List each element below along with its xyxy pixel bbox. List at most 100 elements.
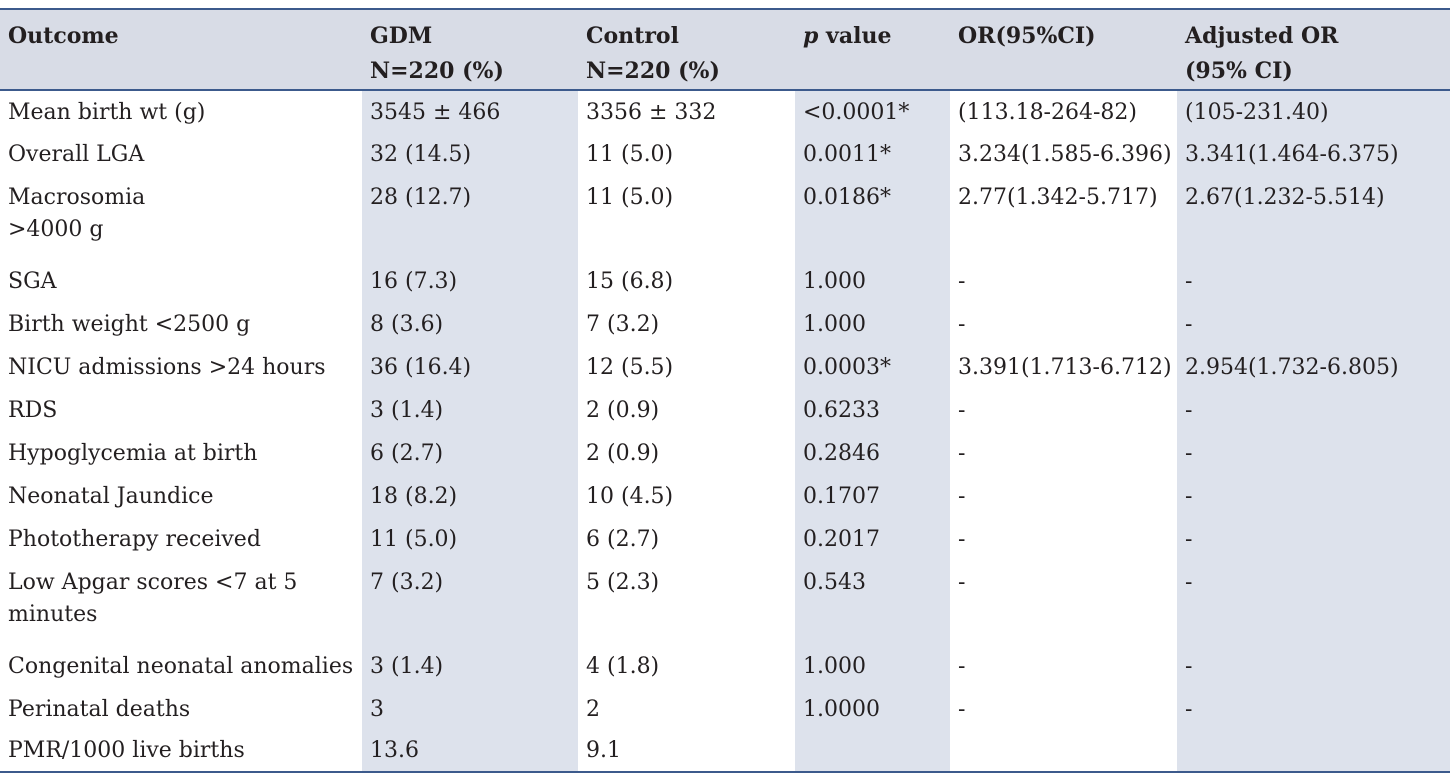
- gdm-cell-text: 36 (16.4): [370, 355, 472, 380]
- outcome-cell-text: SGA: [8, 269, 57, 294]
- or-cell: -: [950, 389, 1177, 432]
- or-cell: -: [950, 561, 1177, 645]
- gdm-cell: 36 (16.4): [362, 346, 578, 389]
- header-control: Control N=220 (%): [578, 9, 795, 91]
- adjusted-or-cell: 3.341(1.464-6.375): [1177, 133, 1450, 176]
- p-value-cell-text: 1.000: [803, 312, 866, 337]
- control-cell: 4 (1.8): [578, 645, 795, 688]
- adjusted-or-cell: -: [1177, 260, 1450, 303]
- control-cell-text: 7 (3.2): [586, 312, 660, 337]
- gdm-cell-text: 32 (14.5): [370, 142, 472, 167]
- outcome-cell: Hypoglycemia at birth: [0, 432, 362, 475]
- p-value-cell: [795, 731, 950, 772]
- or-cell-text: -: [958, 527, 966, 552]
- or-cell-text: -: [958, 441, 966, 466]
- outcome-cell: RDS: [0, 389, 362, 432]
- or-cell-text: 2.77(1.342-5.717): [958, 185, 1158, 210]
- outcome-cell-text: Hypoglycemia at birth: [8, 441, 258, 466]
- control-cell: 2: [578, 688, 795, 731]
- outcome-cell: Neonatal Jaundice: [0, 475, 362, 518]
- or-cell: -: [950, 303, 1177, 346]
- control-cell-text: 15 (6.8): [586, 269, 674, 294]
- gdm-cell: 32 (14.5): [362, 133, 578, 176]
- gdm-cell-text: 3 (1.4): [370, 654, 444, 679]
- outcome-cell: Perinatal deaths: [0, 688, 362, 731]
- adjusted-or-cell-text: -: [1185, 697, 1193, 722]
- outcome-cell-text: RDS: [8, 398, 58, 423]
- outcome-cell: Congenital neonatal anomalies: [0, 645, 362, 688]
- outcome-cell-text: Birth weight <2500 g: [8, 312, 251, 337]
- control-cell-text: 4 (1.8): [586, 654, 660, 679]
- p-value-cell: 1.000: [795, 645, 950, 688]
- outcome-cell-text-line2: minutes: [8, 602, 98, 627]
- adjusted-or-cell-text: -: [1185, 398, 1193, 423]
- control-cell-text: 9.1: [586, 738, 621, 763]
- adjusted-or-cell-text: -: [1185, 484, 1193, 509]
- outcome-cell-text: Phototherapy received: [8, 527, 261, 552]
- gdm-cell: 3545 ± 466: [362, 90, 578, 133]
- or-cell-text: (113.18-264-82): [958, 100, 1137, 125]
- control-cell-text: 5 (2.3): [586, 570, 660, 595]
- gdm-cell: 3: [362, 688, 578, 731]
- outcome-cell-text: Macrosomia: [8, 185, 146, 210]
- control-cell-text: 3356 ± 332: [586, 100, 717, 125]
- header-row: Outcome GDM N=220 (%) Control N=220 (%) …: [0, 9, 1450, 91]
- header-adjusted-or: Adjusted OR (95% CI): [1177, 9, 1450, 91]
- or-cell: -: [950, 688, 1177, 731]
- header-outcome: Outcome: [0, 9, 362, 91]
- p-value-cell: 0.0186*: [795, 176, 950, 260]
- table-row: Hypoglycemia at birth 6 (2.7) 2 (0.9) 0.284…: [0, 432, 1450, 475]
- control-cell-text: 2 (0.9): [586, 398, 660, 423]
- control-cell-text: 12 (5.5): [586, 355, 674, 380]
- adjusted-or-cell-text: -: [1185, 312, 1193, 337]
- p-value-cell: 0.2017: [795, 518, 950, 561]
- adjusted-or-cell: -: [1177, 475, 1450, 518]
- gdm-cell-text: 3: [370, 697, 384, 722]
- control-cell: 10 (4.5): [578, 475, 795, 518]
- gdm-cell: 18 (8.2): [362, 475, 578, 518]
- adjusted-or-cell-text: -: [1185, 654, 1193, 679]
- table-row: Perinatal deaths 3 2 1.0000 - -: [0, 688, 1450, 731]
- or-cell-text: 3.391(1.713-6.712): [958, 355, 1172, 380]
- gdm-cell-text: 18 (8.2): [370, 484, 458, 509]
- outcome-cell-text: Neonatal Jaundice: [8, 484, 214, 509]
- p-value-cell-text: 0.0003*: [803, 355, 891, 380]
- outcome-cell-text-line2: >4000 g: [8, 217, 104, 242]
- adjusted-or-cell-text: -: [1185, 269, 1193, 294]
- adjusted-or-cell-text: 3.341(1.464-6.375): [1185, 142, 1399, 167]
- gdm-cell-text: 11 (5.0): [370, 527, 458, 552]
- gdm-cell-text: 13.6: [370, 738, 419, 763]
- p-value-cell: 0.1707: [795, 475, 950, 518]
- p-value-cell-text: 0.543: [803, 570, 866, 595]
- p-value-cell: 0.2846: [795, 432, 950, 475]
- or-cell-text: -: [958, 484, 966, 509]
- p-value-cell-text: 0.2846: [803, 441, 880, 466]
- header-or: OR(95%CI): [950, 9, 1177, 91]
- header-outcome-label: Outcome: [8, 23, 119, 49]
- control-cell: 15 (6.8): [578, 260, 795, 303]
- gdm-cell-text: 6 (2.7): [370, 441, 444, 466]
- header-p-italic: p: [803, 23, 819, 49]
- control-cell: 11 (5.0): [578, 176, 795, 260]
- gdm-cell-text: 3 (1.4): [370, 398, 444, 423]
- p-value-cell: 1.000: [795, 303, 950, 346]
- p-value-cell: 0.543: [795, 561, 950, 645]
- p-value-cell-text: 0.0186*: [803, 185, 891, 210]
- control-cell: 7 (3.2): [578, 303, 795, 346]
- gdm-cell: 11 (5.0): [362, 518, 578, 561]
- p-value-cell: 0.6233: [795, 389, 950, 432]
- or-cell: [950, 731, 1177, 772]
- gdm-cell-text: 3545 ± 466: [370, 100, 501, 125]
- or-cell-text: 3.234(1.585-6.396): [958, 142, 1172, 167]
- adjusted-or-cell: 2.954(1.732-6.805): [1177, 346, 1450, 389]
- p-value-cell: 0.0003*: [795, 346, 950, 389]
- header-aor-label: Adjusted OR: [1185, 23, 1339, 49]
- table-row: Low Apgar scores <7 at 5 minutes 7 (3.2) 5 …: [0, 561, 1450, 645]
- p-value-cell-text: 1.000: [803, 269, 866, 294]
- adjusted-or-cell: -: [1177, 389, 1450, 432]
- adjusted-or-cell: [1177, 731, 1450, 772]
- outcome-cell: Low Apgar scores <7 at 5 minutes: [0, 561, 362, 645]
- outcome-cell-text: Congenital neonatal anomalies: [8, 654, 354, 679]
- adjusted-or-cell: (105-231.40): [1177, 90, 1450, 133]
